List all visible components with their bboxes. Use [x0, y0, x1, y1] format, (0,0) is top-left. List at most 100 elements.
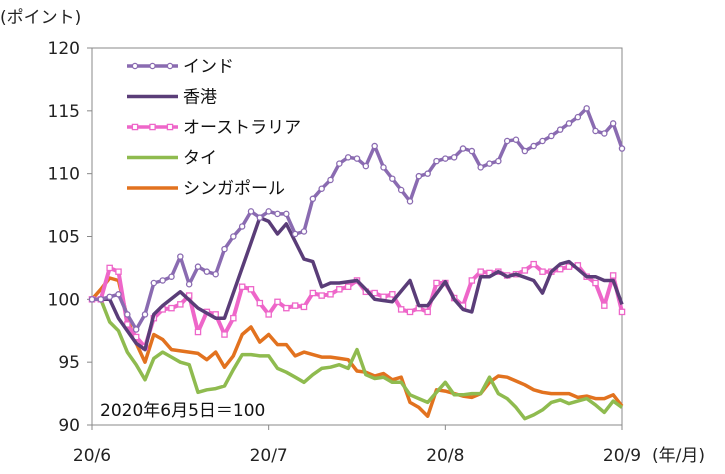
data-point: [256, 299, 264, 307]
data-point: [459, 145, 467, 152]
data-point: [574, 113, 582, 121]
data-point: [344, 154, 352, 161]
x-tick-label: 20/7: [250, 446, 288, 466]
legend-marker: [149, 62, 156, 70]
data-point: [406, 198, 414, 205]
data-point: [168, 273, 175, 280]
data-point: [256, 214, 264, 221]
data-point: [221, 331, 228, 338]
data-point: [141, 311, 149, 318]
data-point: [97, 296, 105, 303]
data-point: [318, 185, 325, 192]
data-point: [115, 268, 122, 275]
data-point: [539, 268, 546, 275]
data-point: [265, 208, 272, 215]
y-tick-label: 110: [48, 165, 80, 185]
data-point: [486, 160, 493, 167]
data-point: [530, 260, 537, 268]
data-point: [230, 314, 237, 322]
data-point: [521, 147, 529, 155]
data-point: [212, 270, 219, 278]
data-point: [159, 277, 166, 284]
base-date-note: 2020年6月5日＝100: [100, 401, 265, 421]
legend-marker: [166, 62, 174, 70]
data-point: [177, 253, 184, 260]
x-tick-label: 20/9: [603, 446, 641, 466]
series-line-singapore: [90, 276, 624, 418]
data-point: [539, 137, 546, 145]
data-point: [150, 279, 158, 287]
data-point: [238, 223, 246, 230]
legend-label: オーストラリア: [183, 118, 301, 138]
series-line-hongkong: [92, 215, 624, 352]
data-point: [336, 286, 343, 293]
legend-item-hongkong: 香港: [127, 88, 217, 108]
data-point: [265, 311, 272, 318]
series-line-thailand: [92, 297, 624, 421]
series-hongkong: [92, 215, 624, 352]
x-axis: 20/6 20/7 20/8 20/9: [73, 425, 641, 466]
data-point: [389, 175, 396, 182]
data-point: [309, 195, 317, 203]
data-point: [124, 311, 131, 318]
data-point: [194, 263, 202, 270]
legend-label: 香港: [183, 88, 217, 108]
data-point: [548, 132, 555, 140]
data-point: [283, 210, 290, 218]
data-point: [601, 302, 608, 309]
data-point: [274, 210, 281, 218]
data-point: [397, 306, 405, 313]
legend-item-thailand: タイ: [127, 149, 217, 169]
data-point: [556, 265, 564, 273]
data-point: [194, 328, 202, 336]
data-point: [565, 120, 573, 127]
data-point: [203, 268, 211, 275]
y-tick-label: 100: [48, 290, 80, 310]
data-point: [106, 293, 113, 301]
data-point: [601, 130, 608, 137]
data-point: [327, 176, 334, 184]
data-point: [389, 291, 396, 298]
data-point: [238, 283, 246, 291]
series-singapore: [90, 276, 624, 418]
data-point: [318, 292, 325, 299]
x-tick-label: 20/6: [73, 446, 111, 466]
data-point: [283, 304, 290, 312]
series-india: [88, 105, 626, 333]
y-unit-label: (ポイント): [0, 8, 81, 28]
data-point: [115, 291, 122, 298]
legend-label: シンガポール: [183, 179, 285, 199]
legend-marker: [166, 123, 174, 131]
series-thailand: [92, 297, 624, 421]
data-point: [371, 142, 378, 150]
legend-marker: [131, 123, 139, 131]
y-tick-label: 120: [48, 39, 80, 59]
data-point: [380, 164, 387, 171]
data-point: [592, 127, 599, 135]
data-point: [327, 291, 334, 298]
legend-item-singapore: シンガポール: [127, 179, 285, 199]
data-point: [353, 155, 361, 162]
y-tick-label: 105: [48, 228, 80, 248]
data-point: [442, 155, 449, 162]
data-point: [556, 126, 564, 133]
data-point: [512, 136, 520, 143]
data-point: [530, 142, 537, 150]
data-point: [424, 308, 431, 316]
data-point: [168, 304, 175, 312]
data-point: [618, 145, 626, 152]
data-point: [521, 267, 529, 274]
data-point: [291, 230, 299, 238]
data-point: [433, 279, 440, 287]
data-point: [583, 105, 590, 112]
data-point: [309, 289, 317, 297]
legend-marker: [131, 62, 139, 70]
legend-item-india: インド: [127, 57, 234, 77]
data-point: [468, 147, 476, 155]
data-point: [291, 302, 299, 309]
data-point: [177, 301, 184, 308]
data-point: [230, 233, 237, 240]
data-point: [495, 157, 502, 165]
data-point: [274, 298, 281, 306]
data-point: [247, 286, 255, 293]
